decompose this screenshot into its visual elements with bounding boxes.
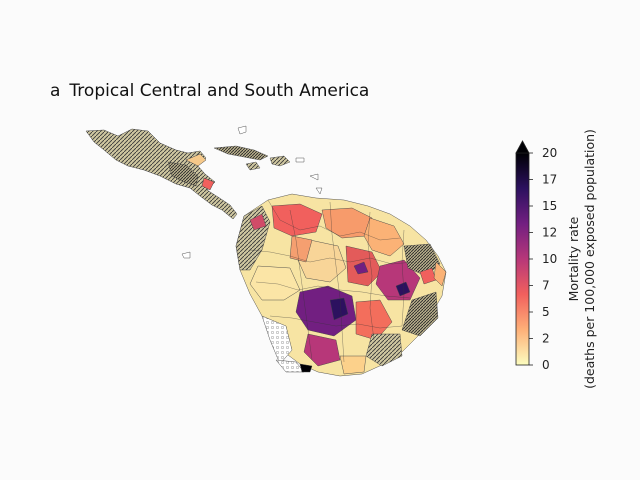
colorbar-label-line1: Mortality rate [566,216,581,301]
colorbar-tick-label: 10 [542,252,557,266]
colorbar-tick-label: 0 [542,358,550,372]
colorbar-tick-label: 2 [542,332,550,346]
region-boundaries [249,199,415,363]
panel-title: a Tropical Central and South America [50,81,369,101]
central-america [85,128,238,220]
colorbar-tick-label: 5 [542,305,550,319]
colorbar-label-line2: (deaths per 100,000 exposed population) [582,129,597,389]
panel-letter: a [50,81,61,101]
colorbar-extend-arrow [515,140,530,154]
colorbar-ticks: 0 2 5 7 10 12 15 17 20 [529,146,557,372]
south-america [235,193,447,377]
colorbar-tick-label: 17 [542,173,557,187]
colorbar-gradient [515,152,530,366]
caribbean-islands [181,125,323,259]
map-title: Tropical Central and South America [69,81,370,101]
colorbar-tick-label: 15 [542,199,557,213]
colorbar-tick-label: 7 [542,279,550,293]
colorbar-tick-label: 20 [542,146,557,160]
colorbar-tick-label: 12 [542,226,557,240]
